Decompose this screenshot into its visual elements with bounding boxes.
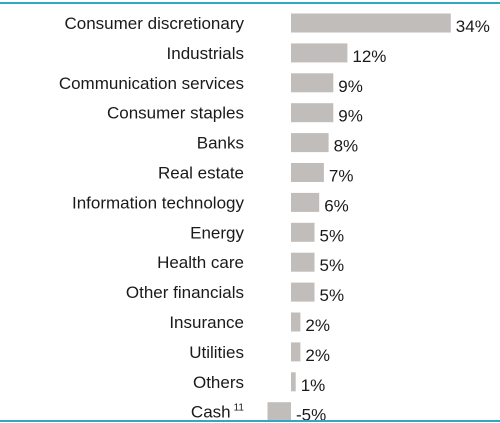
bar (291, 312, 301, 332)
category-label: Consumer discretionary (64, 14, 244, 33)
bar (291, 13, 451, 33)
value-label: 9% (338, 77, 363, 96)
value-label: 1% (301, 376, 326, 395)
bar (291, 252, 315, 272)
bar (291, 222, 315, 242)
bar (291, 342, 301, 362)
bar (291, 43, 348, 63)
value-label: 2% (305, 346, 330, 365)
bar (291, 372, 296, 392)
value-label: 5% (320, 226, 345, 245)
value-label: 6% (324, 196, 349, 215)
category-label: Communication services (59, 74, 244, 93)
bar (291, 73, 334, 93)
bar (291, 282, 315, 302)
bar (291, 133, 329, 153)
category-label: Health care (157, 253, 244, 272)
category-label: Real estate (158, 164, 244, 183)
value-label: -5% (296, 406, 326, 423)
category-label: Utilities (189, 343, 244, 362)
category-label: Cash 11 (191, 403, 245, 422)
value-label: 7% (329, 167, 354, 186)
category-label: Banks (197, 134, 244, 153)
value-label: 12% (352, 47, 386, 66)
value-label: 5% (320, 286, 345, 305)
category-label: Energy (190, 223, 244, 242)
category-label: Insurance (169, 313, 244, 332)
category-label: Consumer staples (107, 104, 244, 123)
value-label: 9% (338, 107, 363, 126)
category-label: Industrials (167, 44, 244, 63)
bottom-rule (0, 420, 500, 422)
footnote-marker: 11 (234, 403, 245, 414)
top-rule (0, 2, 500, 4)
value-label: 8% (334, 137, 359, 156)
bar (267, 402, 291, 422)
value-label: 5% (320, 256, 345, 275)
category-label: Other financials (126, 283, 244, 302)
bar (291, 163, 324, 182)
bar (291, 192, 320, 212)
category-label: Others (193, 373, 244, 392)
category-label: Information technology (72, 193, 244, 212)
value-label: 2% (305, 316, 330, 335)
bar (291, 103, 334, 123)
value-label: 34% (456, 17, 490, 36)
